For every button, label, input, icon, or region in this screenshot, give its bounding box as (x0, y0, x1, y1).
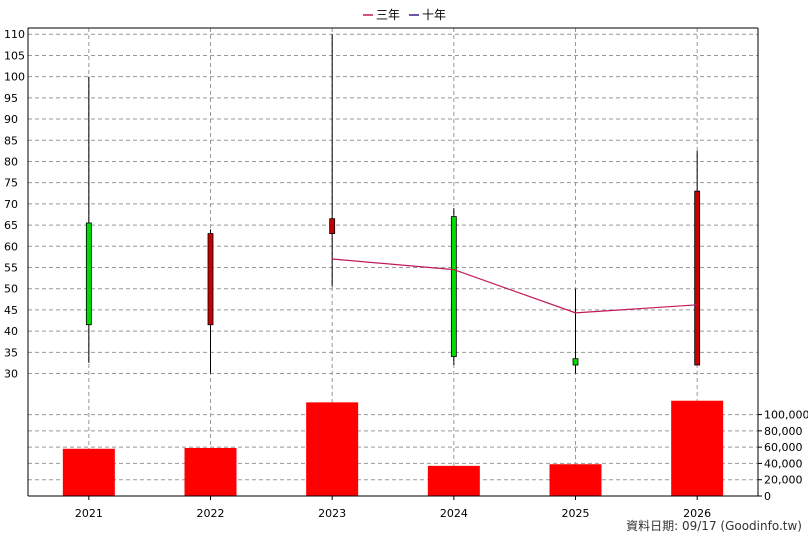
price-tick-label: 60 (4, 240, 18, 253)
volume-tick-label: 80,000 (764, 425, 803, 438)
volume-bar (62, 448, 115, 496)
volume-tick-label: 0 (764, 490, 771, 503)
year-tick-label: 2026 (683, 507, 711, 520)
candle-body (329, 218, 336, 234)
candle-body (85, 222, 92, 326)
year-tick-label: 2021 (75, 507, 103, 520)
candle-body (207, 233, 214, 326)
year-tick-label: 2025 (562, 507, 590, 520)
candlesticks (85, 34, 701, 374)
year-tick-label: 2024 (440, 507, 468, 520)
legend-label: 十年 (422, 8, 446, 22)
price-tick-label: 75 (4, 177, 18, 190)
volume-bar (427, 465, 480, 496)
volume-bar (184, 447, 237, 496)
price-tick-label: 30 (4, 368, 18, 381)
candle-body (572, 358, 579, 366)
price-tick-label: 95 (4, 92, 18, 105)
price-tick-label: 55 (4, 261, 18, 274)
price-tick-label: 45 (4, 304, 18, 317)
price-tick-label: 105 (4, 49, 25, 62)
volume-tick-label: 60,000 (764, 441, 803, 454)
volume-tick-label: 40,000 (764, 457, 803, 470)
price-tick-label: 65 (4, 219, 18, 232)
price-tick-label: 70 (4, 198, 18, 211)
volume-tick-label: 20,000 (764, 474, 803, 487)
price-tick-label: 100 (4, 71, 25, 84)
data-date-credit: 資料日期: 09/17 (Goodinfo.tw) (626, 519, 802, 533)
price-tick-label: 90 (4, 113, 18, 126)
price-tick-label: 85 (4, 134, 18, 147)
legend-label: 三年 (376, 8, 400, 22)
volume-bar (306, 402, 359, 496)
volume-bar (671, 400, 724, 496)
grid-lines (28, 28, 758, 496)
year-tick-label: 2022 (197, 507, 225, 520)
three-year-line (332, 258, 698, 314)
price-tick-label: 110 (4, 28, 25, 41)
tick-labels: 30 35 40 45 50 55 60 65 70 75 80 85 90 95 100 105 110 0 20… (4, 28, 808, 520)
three-year-polyline (332, 258, 698, 314)
price-tick-label: 35 (4, 346, 18, 359)
axes (27, 27, 762, 500)
volume-bars (62, 400, 724, 496)
volume-bar (549, 464, 602, 496)
candle-body (450, 216, 457, 357)
volume-tick-label: 100,000 (764, 409, 808, 422)
chart-legend: 三年 十年 (363, 8, 446, 22)
year-tick-label: 2023 (318, 507, 346, 520)
price-tick-label: 80 (4, 155, 18, 168)
price-tick-label: 50 (4, 283, 18, 296)
candle-body (694, 190, 701, 366)
price-tick-label: 40 (4, 325, 18, 338)
